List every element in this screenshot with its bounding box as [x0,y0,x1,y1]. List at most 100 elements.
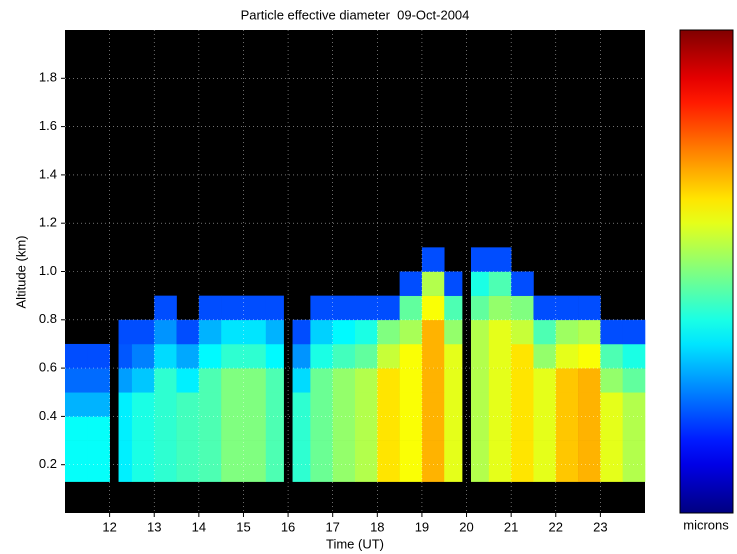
heatmap-cell [118,368,133,393]
x-tick-label: 13 [147,519,161,534]
heatmap-cell [471,368,490,393]
heatmap-cell [176,392,200,417]
heatmap-cell [622,416,646,441]
heatmap-cell [600,343,623,369]
heatmap-cell [154,464,177,482]
y-tick-label: 0.8 [39,311,57,326]
heatmap-cell [511,271,534,296]
heatmap-cell [533,343,557,369]
heatmap-cell [65,440,88,465]
heatmap-cell [555,295,579,321]
heatmap-cell [421,368,445,393]
y-tick-label: 1.6 [39,118,57,133]
heatmap-cell [176,343,200,369]
heatmap-cell [292,368,311,393]
heatmap-cell [377,464,400,482]
heatmap-cell [600,416,623,441]
heatmap-cell [421,440,445,465]
heatmap-cell [444,440,463,465]
heatmap-cell [600,440,623,465]
heatmap-cell [198,368,222,393]
heatmap-cell [421,464,445,482]
x-tick-label: 19 [415,519,429,534]
heatmap-cell [444,368,463,393]
heatmap-cell [332,343,356,369]
y-axis-label: Altitude (km) [13,236,28,309]
heatmap-cell [118,319,133,345]
heatmap-cell [578,343,601,369]
x-tick-label: 21 [504,519,518,534]
heatmap-cell [118,343,133,369]
heatmap-cell [555,464,579,482]
heatmap-cell [511,416,534,441]
heatmap-cell [198,416,222,441]
heatmap-cell [511,464,534,482]
heatmap-cell [600,319,623,345]
heatmap-cell [555,392,579,417]
heatmap-cell [176,368,200,393]
heatmap-cell [65,416,88,441]
heatmap-cell [471,440,490,465]
heatmap-cell [355,416,378,441]
heatmap-cell [377,368,400,393]
heatmap-cell [578,440,601,465]
heatmap-cell [399,392,423,417]
heatmap-cell [471,247,490,272]
heatmap-cell [555,368,579,393]
heatmap-cell [131,416,155,441]
heatmap-cell [444,392,463,417]
heatmap-cell [332,416,356,441]
heatmap-cell [488,368,512,393]
heatmap-cell [310,464,333,482]
heatmap-cell [421,416,445,441]
heatmap-cell [533,295,557,321]
heatmap-cell [176,319,200,345]
heatmap-cell [198,319,222,345]
heatmap-cell [399,464,423,482]
heatmap-cell [65,343,88,369]
heatmap-cell [243,368,267,393]
heatmap-cell [87,416,110,441]
heatmap-cell [176,464,200,482]
heatmap-cell [87,464,110,482]
heatmap-cell [87,343,110,369]
heatmap-cell [65,392,88,417]
heatmap-cell [265,319,284,345]
heatmap-cell [118,416,133,441]
heatmap-cell [533,319,557,345]
heatmap-cell [622,319,646,345]
heatmap-cell [377,295,400,321]
heatmap-cell [622,440,646,465]
x-tick-label: 20 [459,519,473,534]
heatmap-cell [265,464,284,482]
heatmap-cell [221,464,244,482]
y-tick-label: 1.8 [39,70,57,85]
heatmap-cell [310,319,333,345]
heatmap-cell [292,343,311,369]
heatmap-cell [243,343,267,369]
heatmap-cell [243,440,267,465]
y-tick-label: 1.0 [39,263,57,278]
heatmap-cell [377,343,400,369]
heatmap-cell [421,295,445,321]
heatmap-cell [131,343,155,369]
heatmap-cell [622,392,646,417]
heatmap-cell [421,343,445,369]
heatmap-cell [421,319,445,345]
heatmap-cell [332,464,356,482]
heatmap-cell [511,440,534,465]
x-tick-label: 23 [593,519,607,534]
y-tick-label: 0.2 [39,456,57,471]
heatmap-cell [555,440,579,465]
heatmap-cell [471,271,490,296]
heatmap-cell [399,416,423,441]
heatmap-cell [533,464,557,482]
heatmap-cell [471,295,490,321]
heatmap-cell [154,440,177,465]
heatmap-cell [399,343,423,369]
heatmap-cell [578,392,601,417]
y-tick-label: 1.2 [39,215,57,230]
heatmap-cell [118,392,133,417]
heatmap-cell [265,368,284,393]
heatmap-cell [65,368,88,393]
